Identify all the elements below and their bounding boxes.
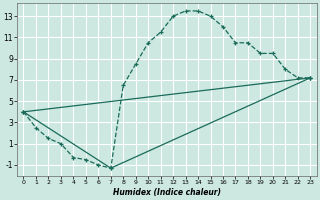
X-axis label: Humidex (Indice chaleur): Humidex (Indice chaleur) [113, 188, 221, 197]
